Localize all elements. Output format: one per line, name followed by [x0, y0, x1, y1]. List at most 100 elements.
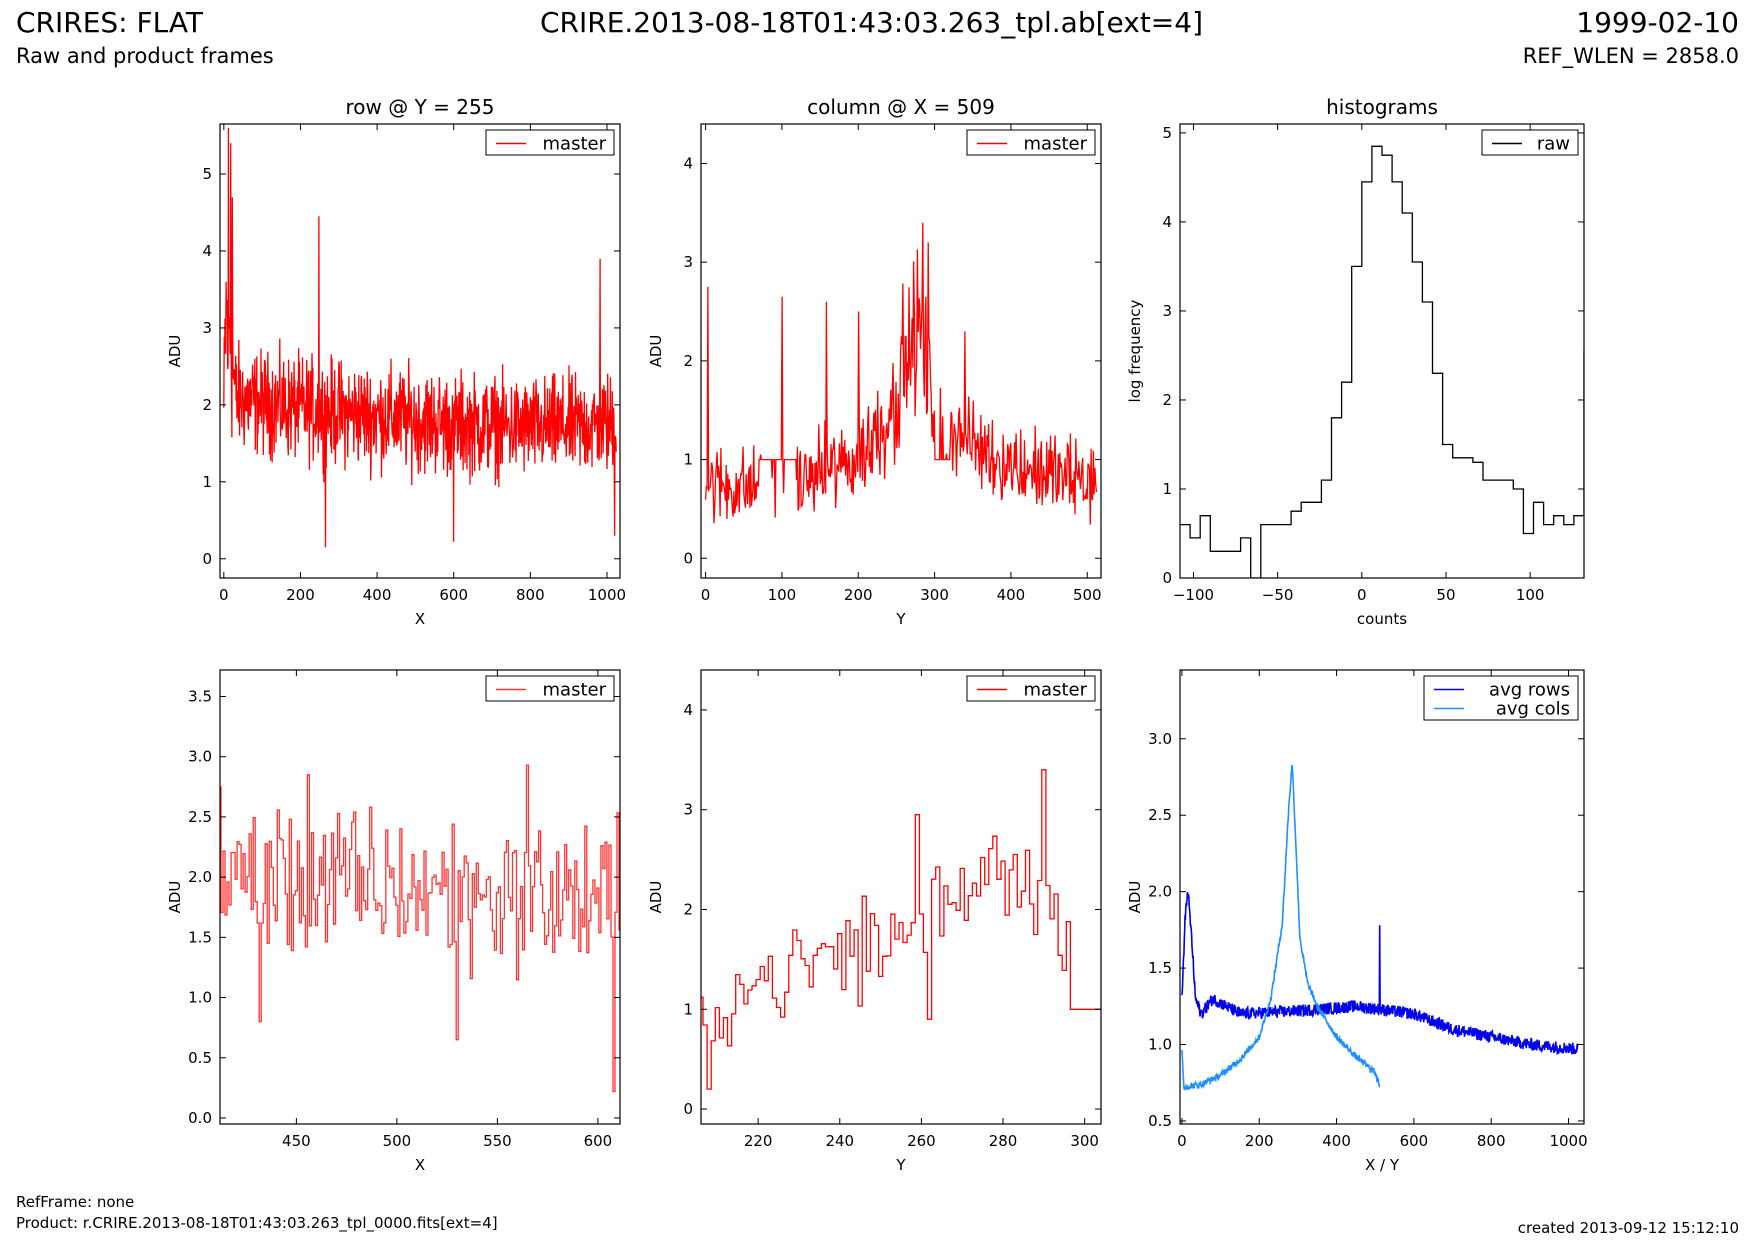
series-line-raw [1180, 145, 1584, 578]
x-axis-label: X [415, 1156, 425, 1174]
page-title: CRIRES: FLAT [16, 6, 203, 39]
y-tick-label: 3 [202, 319, 212, 337]
y-tick-label: 3 [683, 801, 693, 819]
legend-box [485, 675, 615, 702]
x-tick-label: 260 [907, 1132, 936, 1150]
panel-column-zoom: 220 240 260 280 300 0 1 2 3 4 Y ADU master [647, 669, 1102, 1174]
x-tick-label: 600 [584, 1132, 613, 1150]
x-tick-label: 600 [439, 586, 468, 604]
x-tick-label: 280 [989, 1132, 1018, 1150]
date-label: 1999-02-10 [1576, 6, 1739, 39]
axes-frame [700, 123, 1102, 579]
page-subtitle: Raw and product frames [16, 44, 274, 68]
y-axis-label: ADU [1126, 881, 1144, 914]
legend-box [1481, 129, 1579, 156]
x-tick-label: 1000 [588, 586, 626, 604]
y-tick-label: 0.5 [188, 1049, 212, 1067]
chart-title: histograms [1326, 95, 1438, 119]
x-axis-label: X / Y [1365, 1156, 1400, 1174]
series-line-master [704, 222, 1098, 525]
legend-label: master [1024, 134, 1088, 155]
axes-frame [219, 123, 621, 579]
x-tick-label: 600 [1400, 1132, 1429, 1150]
y-tick-label: 4 [1162, 213, 1172, 231]
x-axis-label: counts [1357, 610, 1407, 628]
plot-area [704, 222, 1098, 525]
legend: master [966, 675, 1096, 702]
panel-histogram: −100 −50 0 50 100 0 1 2 3 4 5 histograms counts log f… [1126, 95, 1585, 628]
axes-frame [1179, 123, 1585, 579]
y-tick-label: 2 [1162, 391, 1172, 409]
legend-label: master [1024, 680, 1088, 701]
y-tick-label: 0.0 [188, 1109, 212, 1127]
y-tick-label: 3.0 [1148, 730, 1172, 748]
x-tick-label: 240 [825, 1132, 854, 1150]
plot-area [1180, 145, 1584, 578]
x-tick-label: 200 [844, 586, 873, 604]
y-tick-label: 2.5 [1148, 806, 1172, 824]
series-line-avg-cols [1181, 765, 1381, 1091]
panel-averages: 0 200 400 600 800 1000 0.5 1.0 1.5 2.0 2.5 3.0 X / Y… [1126, 669, 1588, 1174]
y-tick-label: 1 [1162, 480, 1172, 498]
y-tick-label: 0 [683, 1100, 693, 1118]
chart-title: column @ X = 509 [807, 95, 995, 119]
legend-label: avg rows [1489, 680, 1570, 701]
ref-wlen-label: REF_WLEN = 2858.0 [1522, 44, 1739, 68]
legend-label: master [543, 134, 607, 155]
y-tick-label: 2.0 [1148, 883, 1172, 901]
y-tick-label: 0.5 [1148, 1112, 1172, 1130]
y-tick-label: 1 [202, 473, 212, 491]
x-tick-label: 200 [286, 586, 315, 604]
legend-box [1423, 675, 1579, 721]
legend: master [966, 129, 1096, 156]
legend: master [485, 129, 615, 156]
legend-box [485, 129, 615, 156]
y-tick-label: 4 [683, 701, 693, 719]
x-tick-label: −50 [1262, 586, 1294, 604]
legend-box [966, 675, 1096, 702]
y-axis-label: ADU [166, 881, 184, 914]
x-tick-label: 300 [920, 586, 949, 604]
x-tick-label: 0 [219, 586, 229, 604]
y-tick-label: 1.5 [188, 928, 212, 946]
x-tick-label: 300 [1070, 1132, 1099, 1150]
series-line-avg-rows [1181, 892, 1579, 1056]
x-tick-label: 550 [483, 1132, 512, 1150]
plot-area [223, 127, 617, 548]
y-tick-label: 2 [683, 900, 693, 918]
x-tick-label: 100 [1516, 586, 1545, 604]
y-tick-label: 2 [202, 396, 212, 414]
y-axis-label: ADU [647, 881, 665, 914]
x-tick-label: 450 [282, 1132, 311, 1150]
y-tick-label: 1 [683, 451, 693, 469]
x-tick-label: 400 [363, 586, 392, 604]
x-tick-label: −100 [1173, 586, 1214, 604]
x-tick-label: 400 [997, 586, 1026, 604]
x-tick-label: 500 [1073, 586, 1102, 604]
y-tick-label: 3 [683, 253, 693, 271]
axes-frame [700, 669, 1102, 1125]
panel-row-zoom: 450 500 550 600 0.0 0.5 1.0 1.5 2.0 2.5 3.0 3.5 X ADU… [166, 669, 621, 1174]
y-tick-label: 5 [202, 165, 212, 183]
x-tick-label: 0 [1357, 586, 1367, 604]
x-tick-label: 500 [383, 1132, 412, 1150]
axes-frame [219, 669, 621, 1125]
legend-label: avg cols [1496, 699, 1570, 720]
y-tick-label: 2.0 [188, 868, 212, 886]
legend-box [966, 129, 1096, 156]
y-axis-label: ADU [166, 335, 184, 368]
y-tick-label: 3.5 [188, 687, 212, 705]
plot-area [701, 769, 1101, 1090]
legend-label: raw [1537, 134, 1570, 155]
y-axis-label: ADU [647, 335, 665, 368]
series-line-master [223, 127, 617, 548]
x-axis-label: X [415, 610, 425, 628]
file-name: CRIRE.2013-08-18T01:43:03.263_tpl.ab[ext… [540, 6, 1204, 39]
y-tick-label: 4 [202, 242, 212, 260]
y-tick-label: 2 [683, 352, 693, 370]
x-tick-label: 1000 [1549, 1132, 1587, 1150]
y-tick-label: 5 [1162, 124, 1172, 142]
x-tick-label: 800 [1477, 1132, 1506, 1150]
x-tick-label: 400 [1322, 1132, 1351, 1150]
